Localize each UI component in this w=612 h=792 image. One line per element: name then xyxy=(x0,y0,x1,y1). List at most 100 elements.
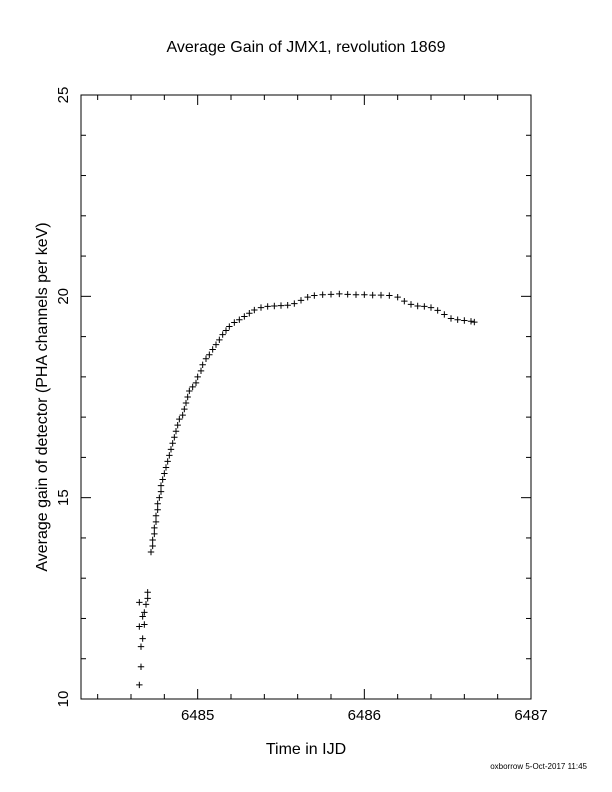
y-tick-label: 15 xyxy=(55,489,72,506)
data-point xyxy=(174,421,181,429)
data-point xyxy=(136,599,143,606)
data-point xyxy=(186,387,193,395)
data-point xyxy=(164,458,171,465)
data-point xyxy=(241,313,248,320)
data-point xyxy=(407,301,415,308)
data-point xyxy=(394,293,401,301)
data-point xyxy=(151,524,158,532)
data-point xyxy=(197,367,205,375)
y-tick-label: 20 xyxy=(55,288,72,305)
data-point xyxy=(169,440,176,447)
data-point xyxy=(147,548,155,556)
x-tick-label: 6486 xyxy=(348,707,381,724)
data-point xyxy=(319,291,326,298)
data-point xyxy=(157,482,165,489)
data-point xyxy=(344,291,351,298)
data-point xyxy=(154,500,161,507)
x-axis-label: Time in IJD xyxy=(266,741,346,758)
data-point xyxy=(386,292,393,299)
data-point xyxy=(454,316,461,323)
chart-title: Average Gain of JMX1, revolution 1869 xyxy=(167,39,446,56)
data-point xyxy=(246,310,253,317)
data-point xyxy=(167,446,175,453)
data-point xyxy=(181,405,188,413)
data-point xyxy=(414,302,421,310)
data-point xyxy=(236,316,243,323)
data-point xyxy=(136,681,143,689)
data-point xyxy=(149,542,156,550)
data-point xyxy=(144,589,151,596)
data-point xyxy=(297,297,305,304)
data-point xyxy=(222,327,230,334)
data-point xyxy=(156,494,163,501)
data-points xyxy=(136,290,478,689)
data-point xyxy=(154,506,161,513)
data-point xyxy=(159,476,166,483)
data-point xyxy=(421,303,428,310)
data-point xyxy=(304,293,311,301)
data-point xyxy=(141,621,148,628)
data-point xyxy=(219,331,226,338)
data-point xyxy=(179,411,186,419)
data-point xyxy=(182,399,190,407)
data-point xyxy=(361,291,368,298)
data-point xyxy=(216,336,223,344)
data-point xyxy=(271,302,278,310)
data-point xyxy=(291,300,298,307)
data-point xyxy=(189,383,196,391)
data-point xyxy=(137,643,145,650)
data-point xyxy=(172,428,180,435)
data-point xyxy=(377,291,385,299)
data-point xyxy=(141,609,148,616)
plot-frame xyxy=(80,94,532,700)
data-point xyxy=(171,434,178,441)
data-point xyxy=(284,301,291,309)
data-point xyxy=(467,318,475,325)
data-point xyxy=(152,512,160,519)
data-point xyxy=(461,317,468,324)
data-point xyxy=(142,601,150,608)
data-point xyxy=(231,319,238,326)
data-point xyxy=(152,518,160,526)
data-point xyxy=(427,304,435,311)
data-point xyxy=(209,346,216,353)
data-point xyxy=(327,291,335,298)
data-point xyxy=(206,351,213,358)
data-point xyxy=(471,318,478,326)
data-point xyxy=(212,341,220,348)
x-tick-label: 6487 xyxy=(514,707,547,724)
data-point xyxy=(144,595,151,602)
axis-tick-labels: 6485 6486 6487 10 15 20 25 xyxy=(55,87,548,724)
data-point xyxy=(162,464,170,471)
y-tick-label: 10 xyxy=(55,691,72,708)
data-point xyxy=(369,291,376,299)
x-tick-label: 6485 xyxy=(181,707,214,724)
data-point xyxy=(151,530,158,538)
data-point xyxy=(447,315,455,322)
data-point xyxy=(401,297,408,305)
data-point xyxy=(161,470,168,477)
data-point xyxy=(336,290,343,298)
data-point xyxy=(194,373,201,381)
data-point xyxy=(277,302,285,309)
data-point xyxy=(226,323,233,330)
data-point xyxy=(311,292,318,299)
data-point xyxy=(199,361,206,368)
data-point xyxy=(251,306,258,314)
data-point xyxy=(157,488,165,495)
data-point xyxy=(139,635,146,642)
data-point xyxy=(202,355,210,362)
data-point xyxy=(149,536,156,544)
data-point xyxy=(441,311,448,318)
data-point xyxy=(434,307,441,314)
y-axis-label: Average gain of detector (PHA channels p… xyxy=(34,222,51,571)
y-tick-label: 25 xyxy=(55,87,72,104)
data-point xyxy=(136,623,143,630)
data-point xyxy=(352,291,360,298)
axis-ticks xyxy=(81,94,532,700)
data-point xyxy=(137,663,145,670)
data-point xyxy=(139,613,146,620)
data-point xyxy=(257,304,265,311)
footer-stamp: oxborrow 5-Oct-2017 11:45 xyxy=(490,762,587,771)
